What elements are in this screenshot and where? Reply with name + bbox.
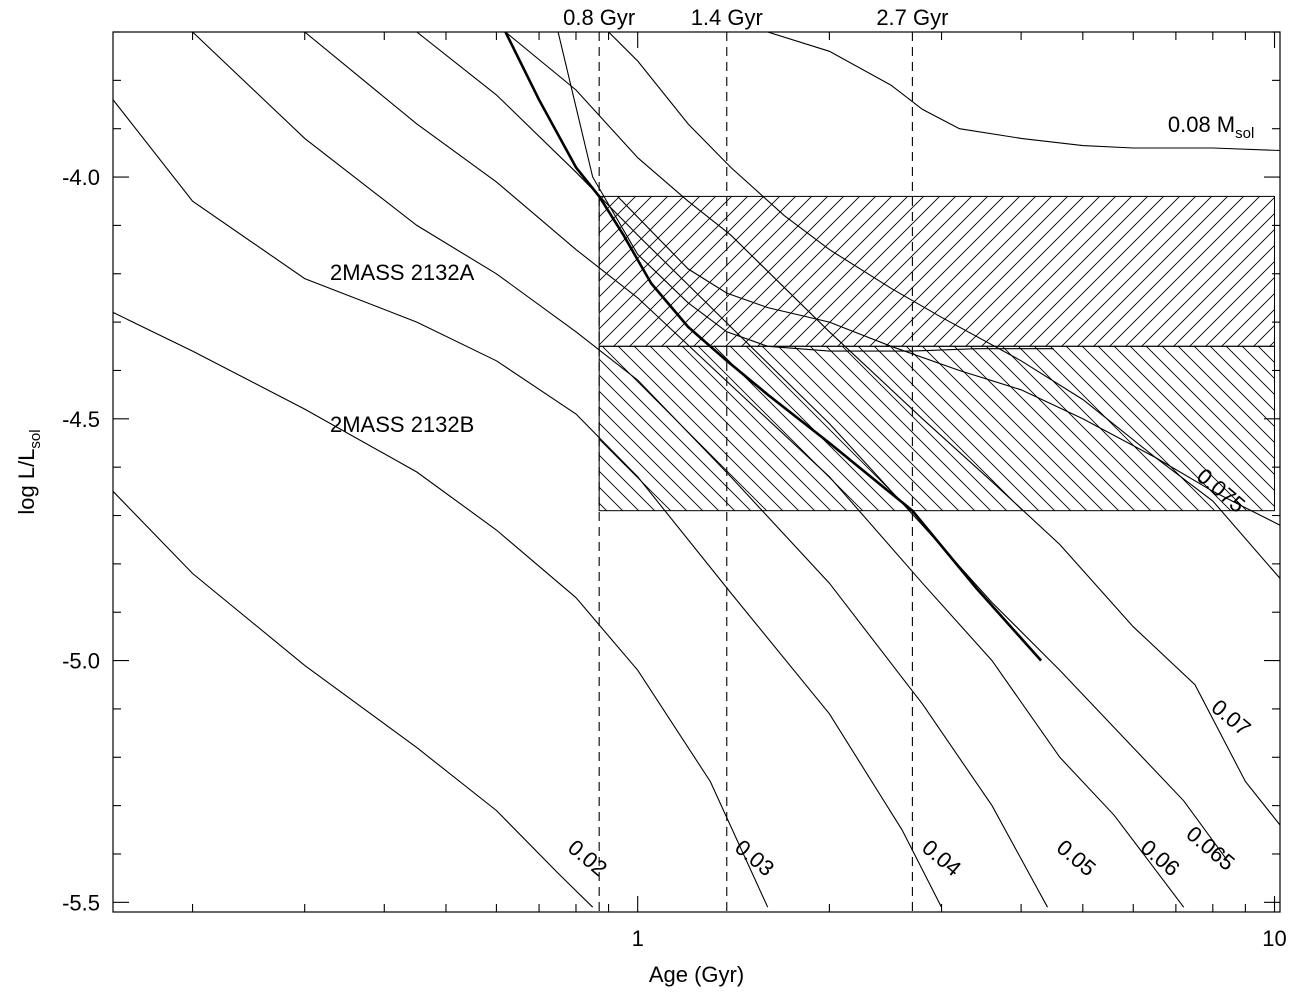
track-mass-label: 0.07 bbox=[1207, 694, 1256, 741]
track-extra-11 bbox=[504, 32, 1043, 662]
region-a bbox=[598, 195, 1276, 347]
track-0.03 bbox=[113, 311, 769, 908]
age-marker-label: 2.7 Gyr bbox=[876, 5, 948, 30]
y-tick-label: -4.5 bbox=[62, 407, 100, 432]
age-marker-lines bbox=[598, 32, 913, 912]
region-b bbox=[598, 345, 1276, 512]
age-marker-label: 1.4 Gyr bbox=[691, 5, 763, 30]
track-extra-10 bbox=[617, 196, 1280, 526]
x-axis-label: Age (Gyr) bbox=[649, 962, 744, 987]
x-tick-label: 10 bbox=[1262, 926, 1286, 951]
track-extra-9 bbox=[557, 32, 1054, 352]
track-mass-label: 0.02 bbox=[563, 835, 612, 882]
track-0.06 bbox=[304, 32, 1185, 908]
axis-ticks bbox=[113, 31, 1280, 912]
plot-frame bbox=[112, 31, 1281, 913]
track-mass-label: 0.065 bbox=[1181, 821, 1239, 876]
track-0.08 bbox=[767, 32, 1280, 152]
object-label: 2MASS 2132B bbox=[330, 412, 474, 437]
track-0.02 bbox=[113, 490, 594, 908]
object-label: 2MASS 2132A bbox=[330, 260, 475, 285]
plot-border bbox=[112, 31, 1281, 913]
track-mass-label: 0.08 Msol bbox=[1168, 112, 1254, 142]
y-tick-label: -4.0 bbox=[62, 165, 100, 190]
x-tick-label: 1 bbox=[632, 926, 644, 951]
track-0.04 bbox=[113, 99, 942, 908]
age-marker-label: 0.8 Gyr bbox=[563, 5, 635, 30]
track-mass-label: 0.06 bbox=[1136, 835, 1185, 882]
y-tick-label: -5.5 bbox=[62, 890, 100, 915]
y-axis-label: log L/Lsol bbox=[14, 429, 44, 514]
y-tick-label: -5.0 bbox=[62, 649, 100, 674]
track-0.065 bbox=[416, 32, 1231, 864]
track-0.05 bbox=[192, 32, 1048, 908]
track-mass-label: 0.05 bbox=[1052, 835, 1101, 882]
evolutionary-tracks bbox=[113, 32, 1280, 908]
track-0.07 bbox=[505, 32, 1280, 826]
object-regions bbox=[598, 195, 1276, 512]
